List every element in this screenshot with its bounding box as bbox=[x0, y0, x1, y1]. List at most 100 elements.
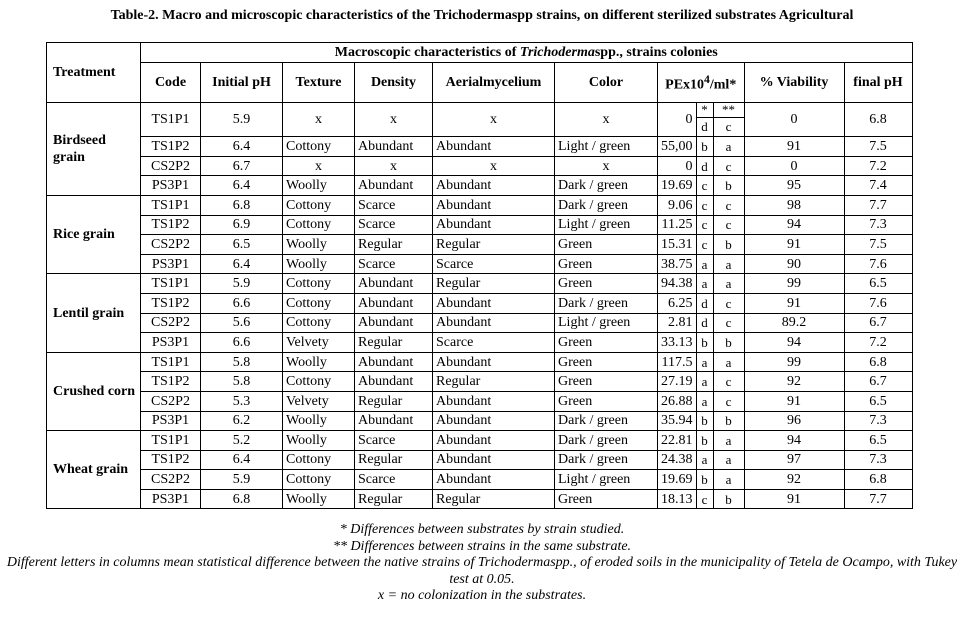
table-cell: 97 bbox=[743, 449, 845, 471]
table-cell: Light / green bbox=[554, 136, 658, 157]
table-cell: c bbox=[712, 194, 745, 216]
table-cell: Dark / green bbox=[554, 449, 658, 471]
footnote: x = no colonization in the substrates. bbox=[377, 588, 587, 603]
table-cell: Abundant bbox=[354, 175, 433, 196]
table-cell: a bbox=[695, 351, 714, 373]
table-cell: Green bbox=[554, 488, 658, 510]
table-cell: Light / green bbox=[554, 214, 658, 236]
table-cell: 5.3 bbox=[200, 390, 283, 412]
table-cell: Woolly bbox=[282, 253, 355, 275]
table-cell: 15.31 bbox=[657, 234, 697, 255]
table-cell: Abundant bbox=[354, 312, 433, 334]
pe-header-part: PEx10 bbox=[665, 77, 705, 93]
table-cell: 6.4 bbox=[200, 253, 283, 275]
table-cell: TS1P1 bbox=[140, 194, 201, 216]
table-cell: b bbox=[695, 332, 714, 353]
table-cell: PS3P1 bbox=[140, 253, 201, 275]
footnote: Different letters in columns mean statis… bbox=[6, 555, 958, 587]
table-cell: 91 bbox=[743, 390, 845, 412]
table-cell: TS1P1 bbox=[140, 101, 201, 138]
table-cell: x bbox=[282, 155, 355, 177]
table-cell: 5.9 bbox=[200, 469, 283, 490]
table-cell: 94 bbox=[743, 214, 845, 236]
table-cell: TS1P2 bbox=[140, 449, 201, 471]
table-cell: 6.4 bbox=[200, 175, 283, 196]
table-cell: 91 bbox=[743, 136, 845, 157]
table-cell: 6.7 bbox=[200, 155, 283, 177]
table-cell: x bbox=[432, 101, 555, 138]
table-cell: PS3P1 bbox=[140, 175, 201, 196]
column-header: final pH bbox=[843, 61, 913, 103]
table-cell: TS1P2 bbox=[140, 214, 201, 236]
data-row: TS1P2 6.9 Cottony Scarce Abundant Light / gre… bbox=[47, 214, 913, 236]
table-cell: Dark / green bbox=[554, 430, 658, 451]
table-cell: 27.19 bbox=[657, 371, 697, 392]
table-cell: 94.38 bbox=[657, 273, 697, 294]
table-cell: 6.5 bbox=[843, 390, 913, 412]
table-cell: a bbox=[712, 449, 745, 471]
table-cell: 117.5 bbox=[657, 351, 697, 373]
table-cell: 0 bbox=[743, 101, 845, 138]
table-cell: b bbox=[695, 136, 714, 157]
table-cell: b bbox=[712, 234, 745, 255]
table-cell: c bbox=[712, 312, 745, 334]
table-cell: CS2P2 bbox=[140, 312, 201, 334]
data-row: CS2P2 5.3 Velvety Regular Abundant Green 26.88… bbox=[47, 390, 913, 412]
table-cell: Velvety bbox=[282, 390, 355, 412]
table-cell: Abundant bbox=[432, 292, 555, 314]
table-cell: Regular bbox=[354, 488, 433, 510]
table-cell: 6.4 bbox=[200, 136, 283, 157]
table-cell: 7.3 bbox=[843, 410, 913, 432]
table-cell: b bbox=[695, 410, 714, 432]
header-cell: Treatment bbox=[46, 42, 141, 103]
table-cell: Dark / green bbox=[554, 292, 658, 314]
data-row: TS1P2 5.8 Cottony Abundant Regular Green 27.19… bbox=[47, 371, 913, 392]
table-cell: TS1P1 bbox=[140, 273, 201, 294]
table-cell: Woolly bbox=[282, 175, 355, 196]
table-cell: 6.8 bbox=[200, 194, 283, 216]
table-cell: 7.6 bbox=[843, 253, 913, 275]
table-cell: x bbox=[354, 101, 433, 138]
data-row: Rice grain TS1P1 6.8 Cottony Scarce Abundant D… bbox=[46, 194, 913, 275]
table-cell: 19.69 bbox=[657, 469, 697, 490]
table-cell: 6.6 bbox=[200, 292, 283, 314]
table-cell: 92 bbox=[743, 469, 845, 490]
table-cell: 24.38 bbox=[657, 449, 697, 471]
table-cell: 6.5 bbox=[843, 273, 913, 294]
treatment-label: Birdseed grain bbox=[46, 101, 141, 196]
table-cell: 6.7 bbox=[843, 312, 913, 334]
data-table: Treatment Macroscopic characteristics of … bbox=[46, 42, 913, 510]
table-cell: Scarce bbox=[354, 214, 433, 236]
column-header: Color bbox=[554, 61, 658, 103]
data-row: PS3P1 6.2 Woolly Abundant Abundant Dark / gre… bbox=[47, 410, 913, 432]
table-cell: Green bbox=[554, 371, 658, 392]
column-header: Density bbox=[354, 61, 433, 103]
table-cell: a bbox=[695, 390, 714, 412]
table-cell: 90 bbox=[743, 253, 845, 275]
table-cell: Woolly bbox=[282, 351, 355, 373]
table-cell: TS1P1 bbox=[140, 351, 201, 373]
table-cell: x bbox=[282, 101, 355, 138]
table-cell: 9.06 bbox=[657, 194, 697, 216]
table-cell: Regular bbox=[432, 371, 555, 392]
table-cell: a bbox=[712, 253, 745, 275]
table-cell: Regular bbox=[354, 332, 433, 353]
table-cell: 2.81 bbox=[657, 312, 697, 334]
footnotes: * Differences between substrates by stra… bbox=[0, 522, 964, 605]
table-cell: 0 bbox=[743, 155, 845, 177]
table-cell: b bbox=[712, 332, 745, 353]
table-cell: 91 bbox=[743, 292, 845, 314]
table-cell: 35.94 bbox=[657, 410, 697, 432]
table-cell: c bbox=[695, 175, 714, 196]
treatment-label: Lentil grain bbox=[46, 273, 141, 353]
table-cell: Cottony bbox=[282, 449, 355, 471]
table-cell: Velvety bbox=[282, 332, 355, 353]
table-cell: Cottony bbox=[282, 469, 355, 490]
table-cell: 91 bbox=[743, 234, 845, 255]
table-cell: Abundant bbox=[432, 136, 555, 157]
table-cell: a bbox=[695, 273, 714, 294]
data-row: CS2P2 6.5 Woolly Regular Regular Green 15.31 c b… bbox=[47, 234, 913, 255]
data-row: PS3P1 6.8 Woolly Regular Regular Green 18.13 c b… bbox=[47, 488, 913, 510]
table-cell: 5.2 bbox=[200, 430, 283, 451]
